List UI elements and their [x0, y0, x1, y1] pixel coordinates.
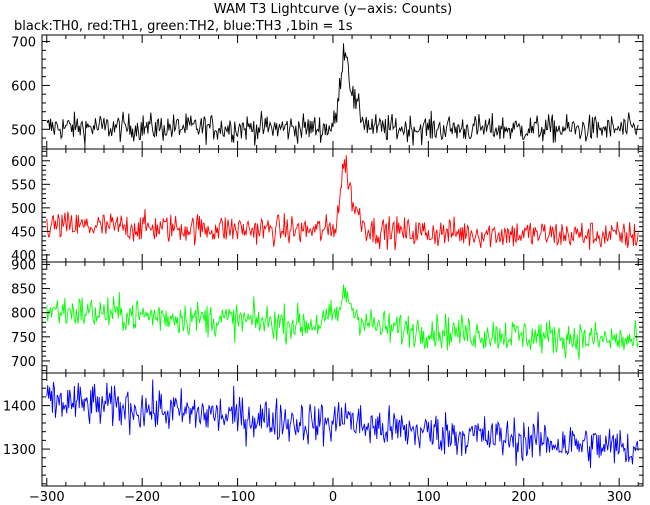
- y-tick-label: 800: [11, 307, 36, 322]
- x-tick-label: 300: [607, 490, 632, 505]
- y-tick-label: 700: [11, 355, 36, 370]
- x-tick-label: −100: [220, 490, 256, 505]
- x-tick-label: −300: [29, 490, 65, 505]
- panel-th1: 400 450 500 550 600: [11, 148, 644, 264]
- y-tick-label: 900: [11, 258, 36, 273]
- x-tick-label: 200: [511, 490, 536, 505]
- y-tick-label: 600: [11, 79, 36, 94]
- y-tick-label: 550: [11, 178, 36, 193]
- x-tick-label: 100: [416, 490, 441, 505]
- panel-frame: [41, 261, 644, 374]
- series-legend-caption: black:TH0, red:TH1, green:TH2, blue:TH3 …: [14, 19, 353, 34]
- y-tick-label: 600: [11, 155, 36, 170]
- panel-th3: 1300 1400: [3, 372, 644, 487]
- series-line-th1: [46, 155, 639, 251]
- y-tick-label: 700: [11, 36, 36, 51]
- y-tick-label: 500: [11, 123, 36, 138]
- panel-th0: 500 600 700: [11, 34, 644, 150]
- series-line-th3: [46, 379, 639, 469]
- y-tick-label: 750: [11, 331, 36, 346]
- y-tick-label: 450: [11, 225, 36, 240]
- x-tick-label: 0: [329, 490, 337, 505]
- series-line-th0: [46, 43, 639, 146]
- y-tick-label: 850: [11, 283, 36, 298]
- y-tick-label: 1300: [3, 443, 36, 458]
- series-line-th2: [46, 284, 639, 360]
- y-tick-label: 400: [11, 249, 36, 264]
- panel-th2: 700 750 800 850 900: [11, 258, 644, 374]
- y-tick-label: 500: [11, 202, 36, 217]
- chart-title: WAM T3 Lightcurve (y−axis: Counts): [214, 2, 452, 17]
- y-tick-label: 1400: [3, 400, 36, 415]
- panel-frame: [41, 372, 644, 487]
- x-axis: −300 −200 −100 0 100 200 300: [29, 490, 632, 505]
- x-tick-label: −200: [124, 490, 160, 505]
- panels: 500 600 700 400 450 500 550 600 700 750 800 850 900 1…: [3, 34, 644, 487]
